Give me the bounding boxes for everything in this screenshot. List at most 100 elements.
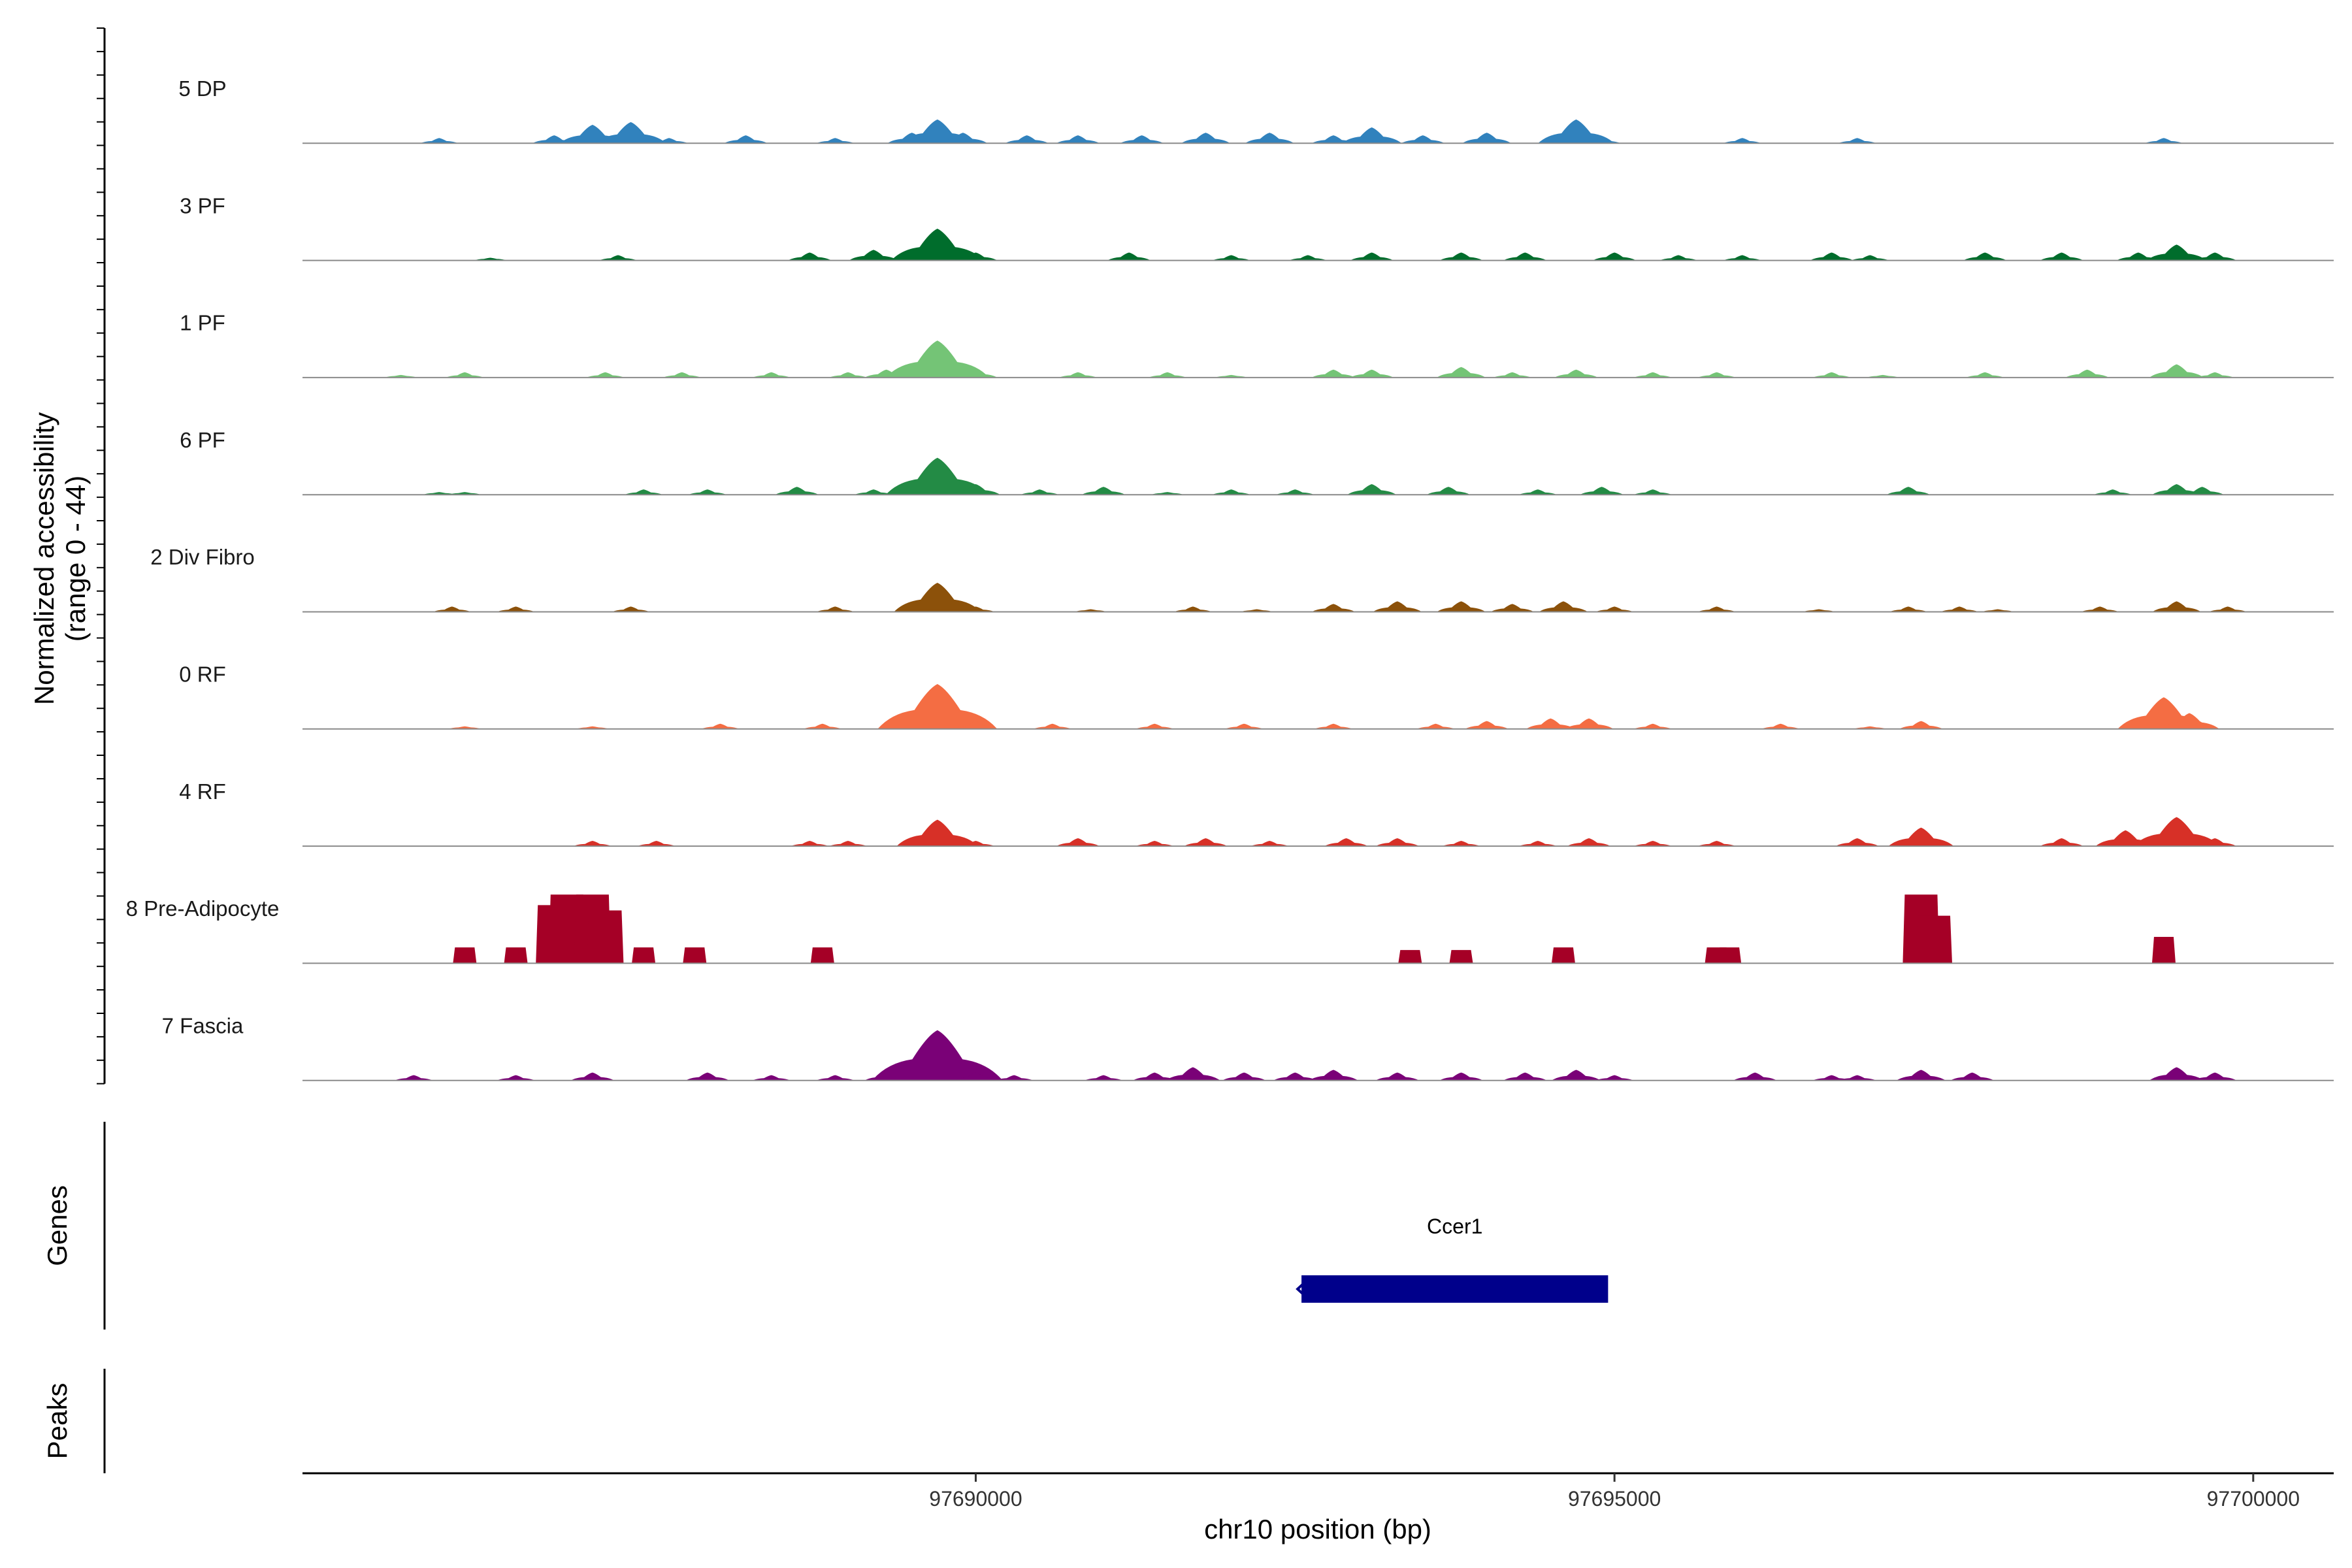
coverage-peak <box>1915 915 1952 964</box>
track-0-rf: 0 RF <box>179 662 2334 730</box>
coverage-peak <box>423 492 456 495</box>
coverage-peak <box>586 372 625 378</box>
coverage-peak <box>504 947 528 964</box>
coverage-peak <box>576 726 609 729</box>
coverage-peak <box>1151 492 1184 495</box>
coverage-peak <box>1347 484 1397 495</box>
coverage-peak <box>1375 1072 1420 1081</box>
coverage-peak <box>446 372 484 378</box>
track-6-pf: 6 PF <box>180 428 2334 496</box>
coverage-peak <box>570 1072 615 1081</box>
coverage-peak <box>816 1075 855 1081</box>
coverage-peak <box>2065 369 2109 378</box>
coverage-peak <box>1465 721 1509 729</box>
coverage-peak <box>612 606 650 612</box>
coverage-peak <box>632 947 656 964</box>
track-label: 4 RF <box>179 779 226 804</box>
coverage-peak <box>828 841 868 847</box>
coverage-peak <box>1981 609 2014 612</box>
coverage-peak <box>956 606 995 612</box>
coverage-peak <box>1697 841 1736 847</box>
coverage-peak <box>1005 135 1049 144</box>
coverage-peak <box>2149 1067 2204 1081</box>
coverage-peak <box>2149 364 2204 378</box>
coverage-peak <box>384 374 417 378</box>
coverage-peak <box>2193 1072 2237 1081</box>
coverage-peak <box>791 841 829 847</box>
coverage-peak <box>420 138 459 144</box>
coverage-peak <box>1437 367 1486 378</box>
coverage-peak <box>885 340 989 378</box>
coverage-peak <box>995 1075 1034 1081</box>
coverage-peak <box>816 138 855 144</box>
coverage-peak <box>849 250 898 261</box>
coverage-peak <box>2132 817 2221 847</box>
coverage-peak <box>2151 936 2176 964</box>
coverage-peak <box>1350 369 1394 378</box>
coverage-peak <box>1633 841 1672 847</box>
coverage-peak <box>1250 841 1289 847</box>
gene-track: Ccer1 <box>1296 1215 1609 1303</box>
track-label: 6 PF <box>180 428 225 452</box>
coverage-peak <box>1899 721 1943 729</box>
y-axis <box>97 27 106 1085</box>
coverage-peak <box>1439 252 1483 261</box>
coverage-peak <box>1966 372 2004 378</box>
coverage-peak <box>2180 487 2224 495</box>
coverage-peak <box>448 726 482 729</box>
x-axis-title: chr10 position (bp) <box>1204 1514 1431 1544</box>
track-label: 8 Pre-Adipocyte <box>126 896 280 921</box>
coverage-peak <box>573 841 612 847</box>
coverage-peak <box>1838 138 1876 144</box>
coverage-peak <box>1896 1070 1946 1081</box>
coverage-peak <box>1033 723 1071 729</box>
track-1-pf: 1 PF <box>180 311 2334 378</box>
coverage-peak <box>1311 135 1356 144</box>
coverage-peak <box>1526 718 1575 729</box>
coverage-peak <box>1375 838 1420 847</box>
coverage-peak <box>497 606 535 612</box>
coverage-peak <box>474 257 507 261</box>
coverage-peak <box>1697 372 1736 378</box>
y-axis-title: Normalized accessibility <box>29 412 59 705</box>
coverage-peak <box>1888 827 1954 847</box>
coverage-peak <box>448 492 482 495</box>
coverage-peak <box>1166 1067 1220 1081</box>
coverage-peak <box>1273 1072 1317 1081</box>
coverage-peak <box>1056 838 1100 847</box>
coverage-peak <box>1288 255 1327 261</box>
coverage-peak <box>1449 950 1473 964</box>
track-label: 0 RF <box>179 662 226 687</box>
coverage-peak <box>2146 244 2207 261</box>
coverage-peak <box>810 947 834 964</box>
track-label: 3 PF <box>180 193 225 218</box>
coverage-peak <box>662 372 701 378</box>
coverage-peak <box>775 487 819 495</box>
coverage-peak <box>1552 1070 1601 1081</box>
coverage-peak <box>595 122 666 144</box>
coverage-peak <box>803 723 841 729</box>
coverage-peak <box>2196 372 2234 378</box>
track-7-fascia: 7 Fascia <box>162 1013 2334 1081</box>
coverage-peak <box>1554 369 1598 378</box>
coverage-peak <box>1539 601 1588 612</box>
coverage-peak <box>1518 841 1557 847</box>
track-label: 1 PF <box>180 311 225 335</box>
coverage-peak <box>1503 252 1547 261</box>
coverage-peak <box>954 252 998 261</box>
coverage-peak <box>954 1072 998 1081</box>
y-axis-range-label: (range 0 - 44) <box>60 476 91 642</box>
peaks-panel-label: Peaks <box>42 1383 73 1460</box>
gene-body <box>1301 1275 1609 1303</box>
coverage-peak <box>1222 1072 1266 1081</box>
coverage-peak <box>1503 1072 1547 1081</box>
coverage-peak <box>1490 604 1534 612</box>
coverage-peak <box>1245 133 1294 144</box>
coverage-peak <box>2152 601 2201 612</box>
coverage-peak <box>1582 138 1621 144</box>
coverage-peak <box>951 484 1000 495</box>
coverage-peak <box>2040 838 2083 847</box>
coverage-peak <box>1595 606 1634 612</box>
coverage-peak <box>1314 723 1353 729</box>
